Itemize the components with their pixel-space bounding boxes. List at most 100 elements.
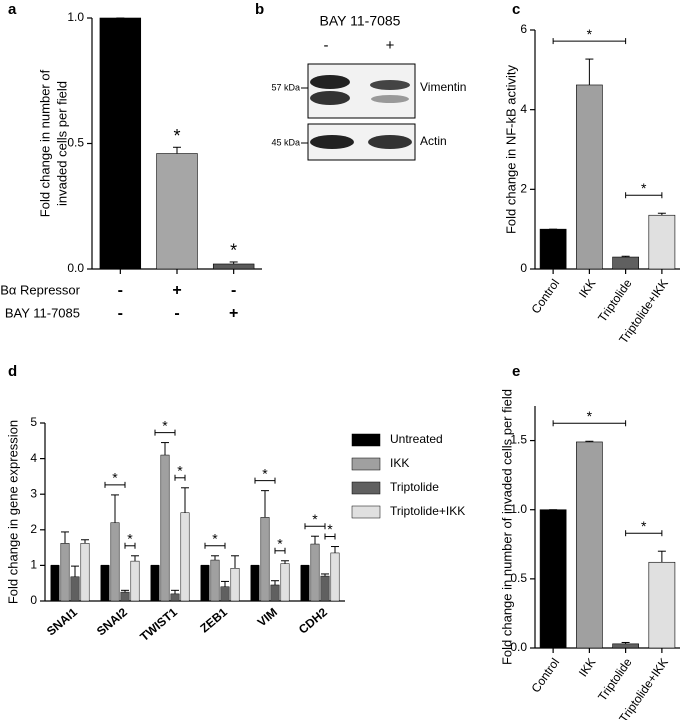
bar xyxy=(170,593,180,602)
panel-letter: b xyxy=(255,1,264,18)
bar xyxy=(230,567,240,602)
x-tick-label: Control xyxy=(529,277,563,317)
y-axis-label: Fold change in number of xyxy=(37,69,52,217)
y-axis-label: invaded cells per field xyxy=(54,81,69,206)
bar xyxy=(110,522,120,602)
y-axis-label: Fold change in NF-kB activity xyxy=(503,64,518,234)
significance-label: * xyxy=(277,535,283,551)
x-tick-label: ZEB1 xyxy=(197,605,230,636)
y-tick-label: 5 xyxy=(30,415,37,429)
y-tick-label: 1.0 xyxy=(510,502,527,516)
significance-label: * xyxy=(173,126,180,146)
y-tick-label: 0 xyxy=(520,261,527,275)
bar xyxy=(612,256,639,270)
condition-sign: - xyxy=(118,305,123,322)
significance-label: * xyxy=(587,26,593,42)
y-tick-label: 4 xyxy=(30,451,37,465)
condition-sign: - xyxy=(231,282,236,299)
bar xyxy=(212,263,255,270)
significance-label: * xyxy=(641,518,647,534)
condition-sign: + xyxy=(229,305,238,322)
protein-label: Actin xyxy=(420,134,447,148)
bar xyxy=(270,584,280,602)
bar xyxy=(70,576,80,602)
band xyxy=(368,135,412,149)
bar xyxy=(612,643,639,649)
bar xyxy=(150,565,160,602)
x-tick-label: CDH2 xyxy=(296,605,330,637)
condition-sign: - xyxy=(174,305,179,322)
bar xyxy=(60,543,70,602)
y-axis-label: Fold change in number of invaded cells p… xyxy=(499,389,514,665)
y-tick-label: 1.5 xyxy=(510,433,527,447)
legend-label: Triptolide xyxy=(390,480,439,494)
bar xyxy=(160,454,170,602)
x-tick-label: Control xyxy=(529,656,563,696)
bar xyxy=(99,17,142,270)
protein-label: Vimentin xyxy=(420,80,466,94)
bar xyxy=(330,552,340,602)
y-tick-label: 2 xyxy=(30,522,37,536)
significance-label: * xyxy=(230,241,237,261)
bar xyxy=(648,214,676,270)
x-tick-label: IKK xyxy=(576,277,599,301)
band xyxy=(310,91,350,105)
bar xyxy=(310,543,320,602)
y-tick-label: 1.0 xyxy=(67,10,84,24)
x-tick-label: SNAI2 xyxy=(94,605,130,639)
condition-sign: + xyxy=(172,282,181,299)
legend-swatch xyxy=(351,433,381,447)
significance-label: * xyxy=(327,521,333,537)
significance-label: * xyxy=(177,462,183,478)
lane-sign: + xyxy=(386,37,395,54)
x-tick-label: Triptolide xyxy=(595,276,635,324)
y-tick-label: 1 xyxy=(30,558,37,572)
lane-sign: - xyxy=(324,37,329,54)
bar xyxy=(539,228,567,270)
blot-panel: b BAY 11-7085 - + 57 kDa 45 kDa Vimentin… xyxy=(255,1,466,161)
x-tick-label: SNAI1 xyxy=(44,605,80,639)
bar xyxy=(300,565,310,602)
y-tick-label: 0.5 xyxy=(67,136,84,150)
x-tick-label: Triptolide xyxy=(595,655,635,703)
marker-label: 57 kDa xyxy=(271,82,300,92)
bar xyxy=(576,441,603,649)
significance-label: * xyxy=(162,417,168,433)
bar xyxy=(576,84,603,270)
legend-label: Triptolide+IKK xyxy=(390,504,465,518)
significance-label: * xyxy=(112,470,118,486)
bar xyxy=(648,561,676,649)
bar xyxy=(539,509,567,649)
bar xyxy=(50,565,60,602)
significance-label: * xyxy=(212,530,218,546)
bar xyxy=(320,575,330,602)
bar xyxy=(280,563,290,602)
y-tick-label: 2 xyxy=(520,182,527,196)
treatment-label: BAY 11-7085 xyxy=(320,13,401,29)
bar xyxy=(80,543,90,602)
bar xyxy=(130,560,140,602)
bar xyxy=(200,565,210,602)
band xyxy=(371,95,409,103)
condition-sign: - xyxy=(118,282,123,299)
bar xyxy=(156,153,198,270)
legend-label: Untreated xyxy=(390,432,443,446)
band xyxy=(370,80,410,90)
significance-label: * xyxy=(262,465,268,481)
condition-name: BAY 11-7085 xyxy=(5,305,80,320)
bar xyxy=(210,559,220,602)
y-axis-label: Fold change in gene expression xyxy=(5,420,20,604)
bar xyxy=(250,565,260,602)
y-tick-label: 0 xyxy=(30,593,37,607)
bar xyxy=(260,517,270,602)
panel-letter: d xyxy=(8,363,17,380)
condition-name: IKBα Repressor xyxy=(0,282,81,297)
legend-swatch xyxy=(351,505,381,519)
y-tick-label: 4 xyxy=(520,102,527,116)
band xyxy=(310,75,350,89)
y-tick-label: 0.0 xyxy=(510,640,527,654)
significance-label: * xyxy=(641,180,647,196)
blot-frame xyxy=(307,63,416,119)
significance-label: * xyxy=(312,511,318,527)
